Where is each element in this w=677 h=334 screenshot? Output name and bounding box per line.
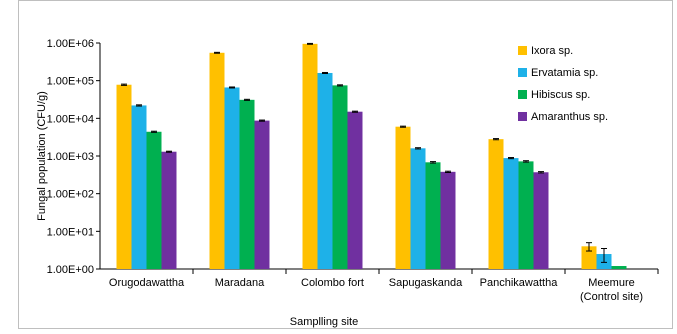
bar-ixora-sp [395,126,411,269]
bar-amaranthus-sp [440,171,456,269]
bar-amaranthus-sp [533,172,549,269]
bar-amaranthus-sp [254,120,270,269]
bar-hibiscus-sp [146,131,162,269]
y-axis-title: Fungal population (CFU/g) [36,91,48,221]
legend-swatch [518,46,527,55]
bar-ervatamia-sp [503,158,519,269]
bar-hibiscus-sp [518,161,534,269]
bar-ervatamia-sp [131,105,147,269]
bar-ixora-sp [488,139,504,269]
bar-hibiscus-sp [332,85,348,269]
bar-ervatamia-sp [224,87,240,270]
legend-swatch [518,90,527,99]
bar-ervatamia-sp [317,72,333,269]
x-tick-label: Meemure [588,277,634,289]
legend-swatch [518,68,527,77]
bar-amaranthus-sp [347,111,363,269]
legend-swatch [518,112,527,121]
chart-frame: 1.00E+00 1.00E+01 1.00E+02 1.00E+03 1.00E+04… [18,0,673,329]
y-tick-label: 1.00E+00 [47,264,94,276]
legend-label: Ervatamia sp. [531,67,598,79]
bar-hibiscus-sp [611,266,627,269]
x-tick-label: Panchikawattha [480,277,559,289]
y-tick-label: 1.00E+02 [47,189,94,201]
y-tick-label: 1.00E+03 [47,151,94,163]
x-tick-label: Colombo fort [301,277,364,289]
y-tick-label: 1.00E+06 [47,38,94,50]
bar-ixora-sp [302,43,318,269]
x-tick-label: (Control site) [580,291,643,303]
bar-hibiscus-sp [239,99,255,269]
x-tick-label: Sapugaskanda [389,277,463,289]
bar-hibiscus-sp [425,162,441,269]
bar-chart: 1.00E+00 1.00E+01 1.00E+02 1.00E+03 1.00E+04… [18,0,673,329]
bar-ixora-sp [581,246,597,269]
y-tick-label: 1.00E+01 [47,226,94,238]
bar-ixora-sp [209,52,225,270]
legend-label: Hibiscus sp. [531,89,590,101]
legend-label: Amaranthus sp. [531,111,608,123]
bar-ervatamia-sp [410,148,426,269]
x-tick-label: Orugodawattha [109,277,185,289]
legend-label: Ixora sp. [531,45,573,57]
y-tick-label: 1.00E+04 [47,113,94,125]
bar-amaranthus-sp [161,151,177,269]
x-axis-title: Samplling site [290,316,358,328]
x-tick-label: Maradana [215,277,265,289]
y-tick-label: 1.00E+05 [47,76,94,88]
bar-ixora-sp [116,84,132,269]
